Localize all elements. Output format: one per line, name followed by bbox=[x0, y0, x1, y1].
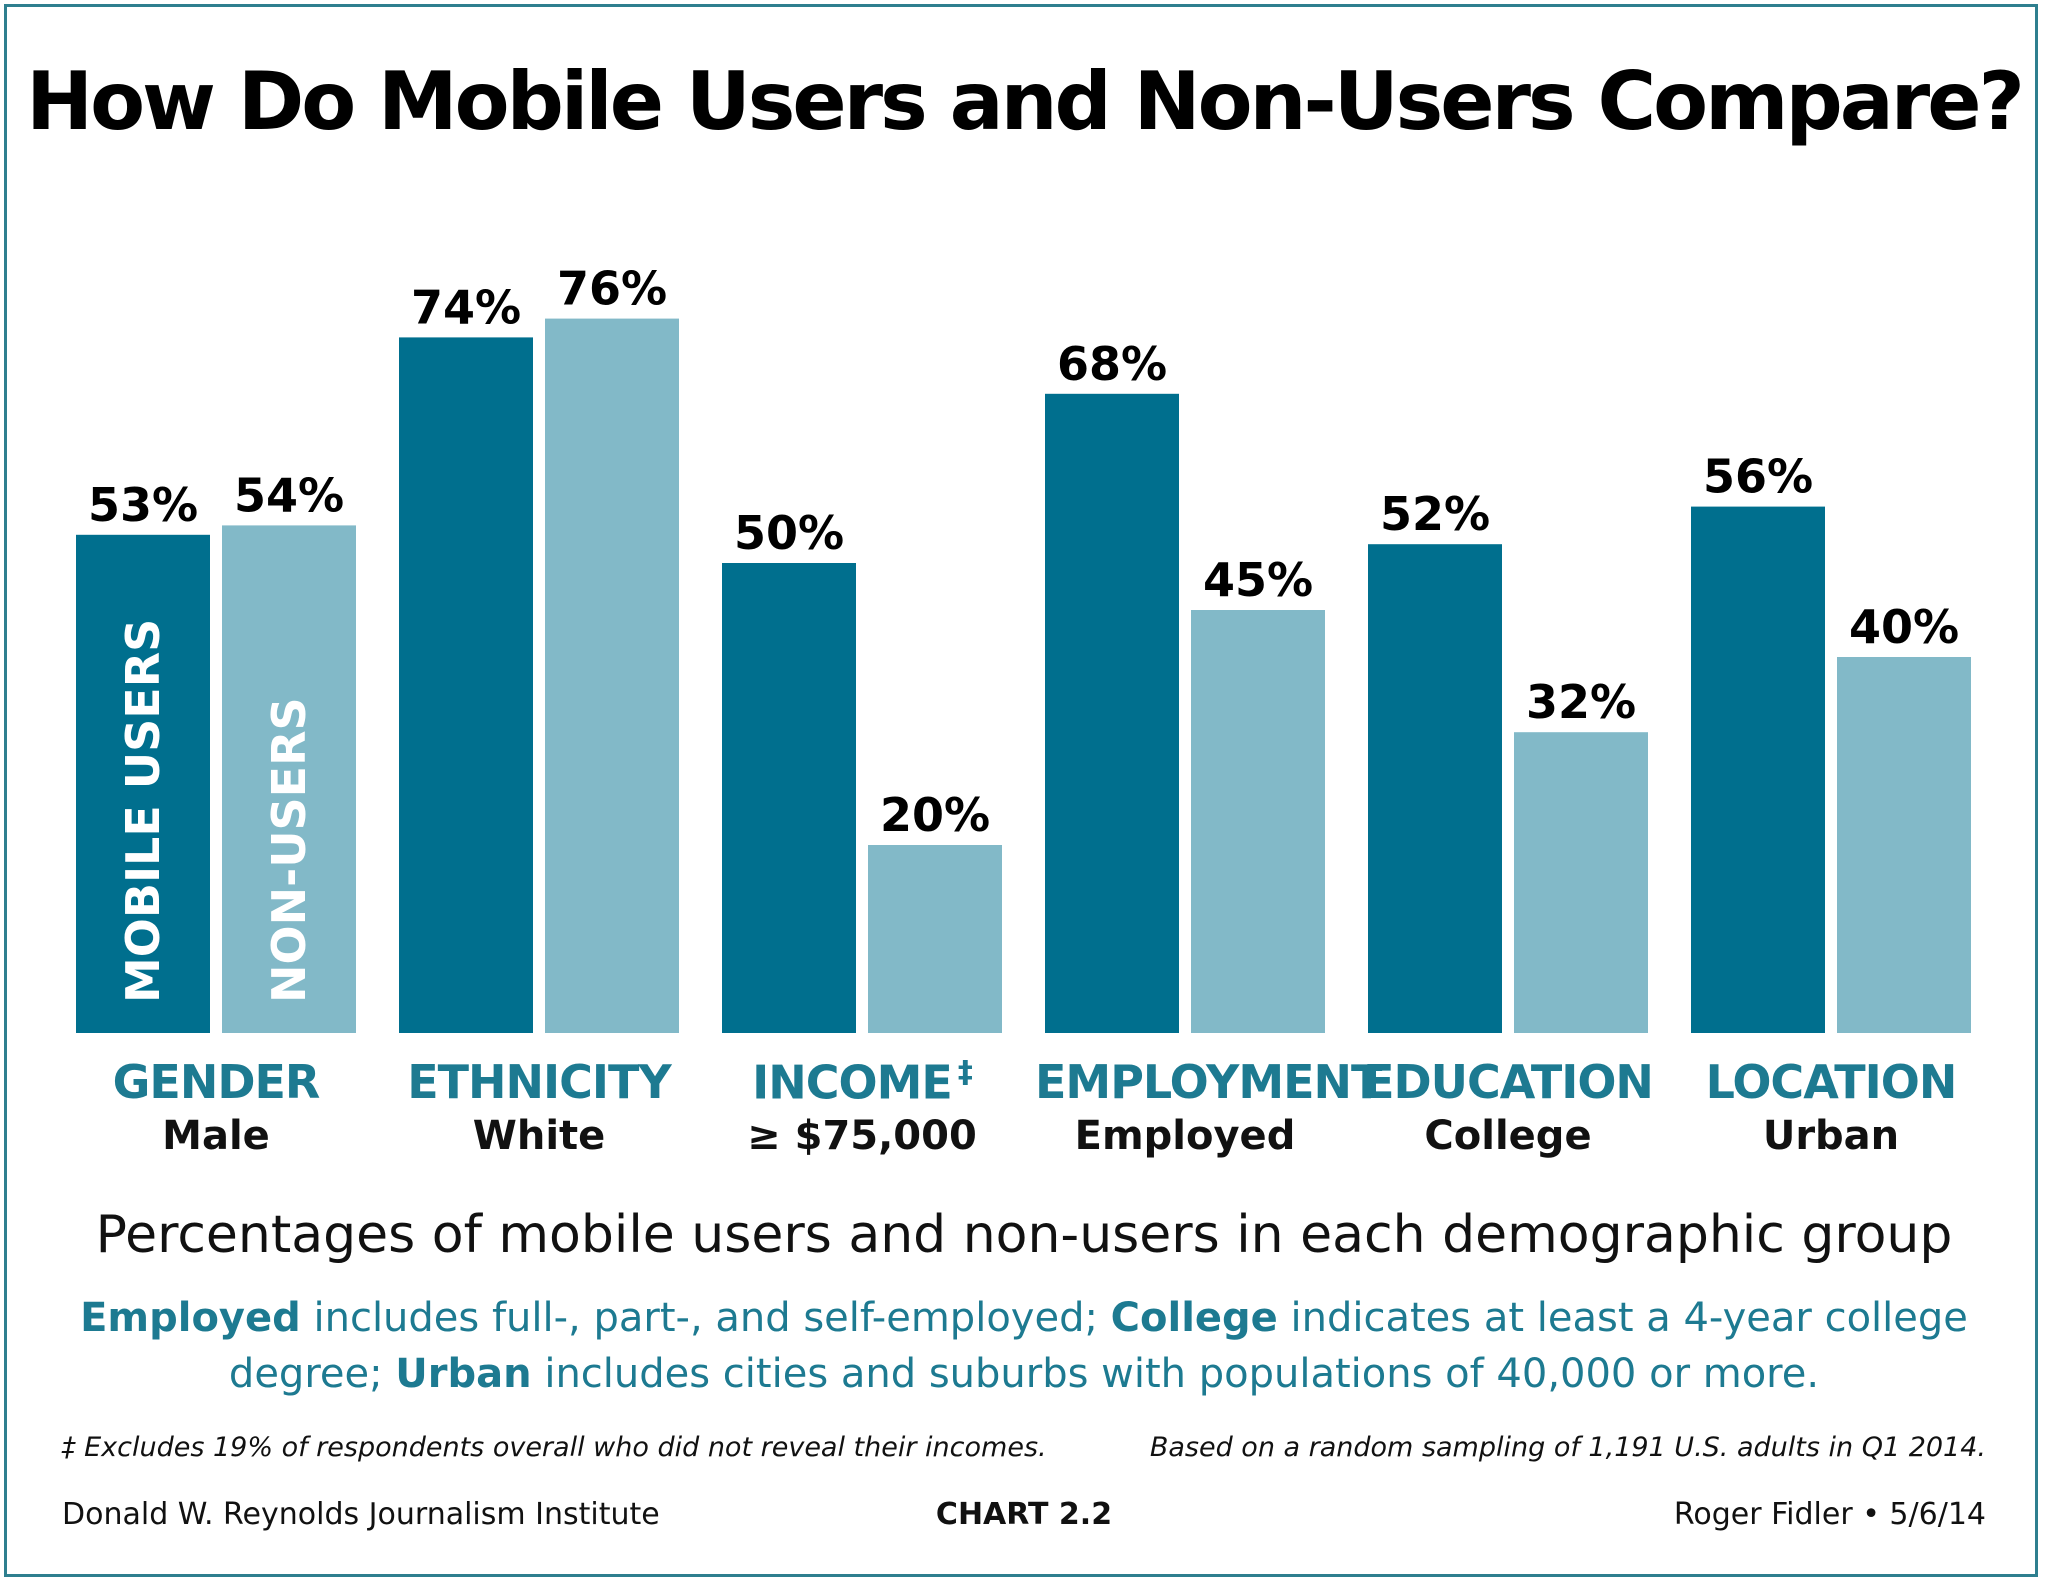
note-term-urban: Urban bbox=[395, 1351, 532, 1397]
category-employment: EMPLOYMENT Employed bbox=[1035, 1055, 1382, 1159]
category-label-location: LOCATION bbox=[1705, 1055, 1958, 1109]
category-location: LOCATION Urban bbox=[1681, 1055, 1981, 1159]
value-label-ethnicity-mobile-users: 74% bbox=[411, 280, 521, 334]
note-text-urban: includes cities and suburbs with populat… bbox=[531, 1351, 1820, 1397]
value-label-location-mobile-users: 56% bbox=[1703, 450, 1813, 504]
value-label-income-non-users: 20% bbox=[880, 788, 990, 842]
category-sub-employment: Employed bbox=[1074, 1113, 1296, 1159]
category-education: EDUCATION College bbox=[1358, 1055, 1658, 1159]
value-label-education-mobile-users: 52% bbox=[1380, 487, 1490, 541]
category-income: INCOME ‡ ≥ $75,000 bbox=[712, 1055, 1012, 1159]
value-label-income-mobile-users: 50% bbox=[734, 506, 844, 560]
category-sub-gender: Male bbox=[162, 1113, 270, 1159]
category-label-education: EDUCATION bbox=[1363, 1055, 1654, 1109]
value-label-employment-non-users: 45% bbox=[1203, 553, 1313, 607]
credit-author: Roger Fidler • 5/6/14 bbox=[1673, 1497, 1986, 1532]
category-sub-location: Urban bbox=[1762, 1113, 1900, 1159]
category-label-income-wrap: INCOME ‡ bbox=[712, 1055, 1012, 1109]
value-label-employment-mobile-users: 68% bbox=[1057, 337, 1167, 391]
chart-number: CHART 2.2 bbox=[935, 1497, 1113, 1532]
category-sub-ethnicity: White bbox=[472, 1113, 606, 1159]
category-sub-income: ≥ $75,000 bbox=[747, 1113, 977, 1160]
bar-gender-non-users bbox=[222, 525, 356, 1033]
footnote-income: ‡ Excludes 19% of respondents overall wh… bbox=[62, 1432, 1047, 1463]
bar-ethnicity-non-users bbox=[545, 318, 679, 1034]
legend-non-users: NON-USERS bbox=[262, 697, 316, 1003]
value-label-gender-mobile-users: 53% bbox=[88, 478, 198, 532]
category-label-income: INCOME bbox=[752, 1055, 953, 1110]
bar-gender-mobile-users bbox=[76, 534, 210, 1033]
value-label-education-non-users: 32% bbox=[1526, 675, 1636, 729]
chart-title: How Do Mobile Users and Non-Users Compar… bbox=[26, 55, 2025, 148]
bar-employment-non-users bbox=[1191, 610, 1325, 1033]
category-label-ethnicity: ETHNICITY bbox=[407, 1055, 671, 1109]
note-term-employed: Employed bbox=[80, 1295, 301, 1341]
bar-education-non-users bbox=[1514, 732, 1648, 1033]
category-gender: GENDER Male bbox=[66, 1055, 366, 1159]
category-ethnicity: ETHNICITY White bbox=[389, 1055, 689, 1159]
bar-income-mobile-users bbox=[722, 563, 856, 1033]
bar-education-mobile-users bbox=[1368, 544, 1502, 1033]
note-term-college: College bbox=[1110, 1295, 1278, 1341]
definitions-note: Employed includes full-, part-, and self… bbox=[60, 1290, 1988, 1402]
value-label-ethnicity-non-users: 76% bbox=[557, 262, 667, 316]
bar-location-mobile-users bbox=[1691, 506, 1825, 1034]
bar-income-non-users bbox=[868, 845, 1002, 1033]
bar-ethnicity-mobile-users bbox=[399, 337, 533, 1033]
income-marker: ‡ bbox=[957, 1055, 973, 1090]
credit-organization: Donald W. Reynolds Journalism Institute bbox=[62, 1497, 660, 1532]
category-label-gender: GENDER bbox=[112, 1055, 321, 1109]
note-text-employed: includes full-, part-, and self-employed… bbox=[300, 1295, 1111, 1341]
bar-location-non-users bbox=[1837, 657, 1971, 1033]
category-sub-education: College bbox=[1424, 1113, 1592, 1159]
value-label-location-non-users: 40% bbox=[1849, 600, 1959, 654]
bar-employment-mobile-users bbox=[1045, 393, 1179, 1033]
category-label-employment: EMPLOYMENT bbox=[1035, 1055, 1382, 1109]
chart-subtitle: Percentages of mobile users and non-user… bbox=[95, 1205, 1953, 1265]
footnote-sample: Based on a random sampling of 1,191 U.S.… bbox=[1149, 1432, 1986, 1463]
legend-mobile-users: MOBILE USERS bbox=[116, 619, 170, 1003]
value-label-gender-non-users: 54% bbox=[234, 468, 344, 522]
note-text-college: indicates at least a 4-year college degr… bbox=[228, 1295, 1968, 1397]
